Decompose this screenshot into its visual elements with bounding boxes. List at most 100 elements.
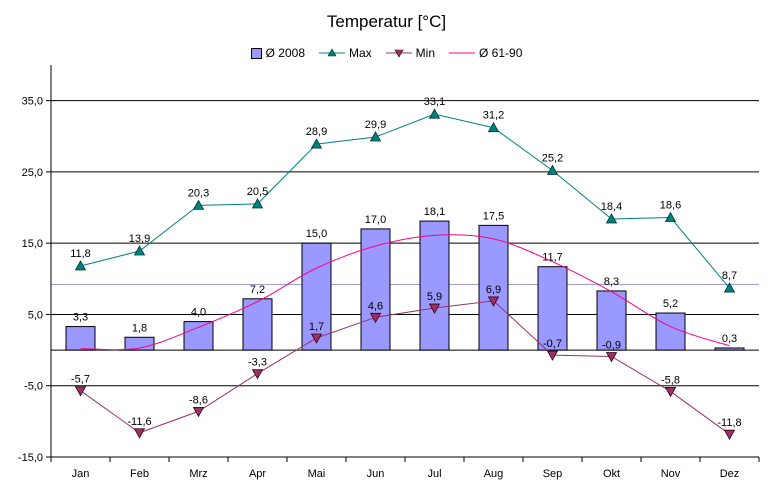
bar-data-label: 18,1	[424, 206, 445, 218]
bar-avg-2008	[655, 312, 686, 351]
bar-data-label: 4,0	[191, 307, 206, 319]
max-data-label: 18,6	[660, 200, 681, 212]
x-category-label: Jan	[72, 468, 90, 480]
legend-entry-max: Max	[319, 46, 372, 60]
marker-max	[310, 138, 323, 149]
y-tick-label: -15,0	[18, 452, 43, 464]
max-data-label: 33,1	[424, 96, 445, 108]
bar-avg-2008	[242, 298, 273, 351]
marker-max	[723, 282, 736, 293]
min-data-label: -8,6	[189, 394, 208, 406]
max-data-label: 20,5	[247, 186, 268, 198]
line-avg-61-90	[80, 234, 730, 351]
marker-min	[428, 303, 441, 314]
bar-avg-2008	[714, 347, 745, 351]
legend-label-min: Min	[415, 46, 436, 60]
marker-max	[664, 211, 677, 222]
x-category-label: Mai	[308, 468, 326, 480]
line-max	[80, 113, 730, 289]
marker-min	[251, 369, 264, 380]
marker-min	[723, 429, 736, 441]
legend-label-avg-2008: Ø 2008	[265, 46, 305, 60]
legend-swatch-bar	[250, 47, 262, 59]
marker-min	[74, 386, 87, 397]
line-min	[80, 300, 730, 435]
marker-min	[369, 312, 382, 324]
marker-min	[133, 428, 146, 439]
marker-max	[133, 245, 146, 256]
min-data-label: -0,7	[543, 338, 562, 350]
max-data-label: 28,9	[306, 126, 327, 138]
min-data-label: 5,9	[427, 291, 442, 303]
marker-min	[487, 296, 500, 307]
marker-min	[546, 350, 559, 361]
bar-data-label: 1,8	[132, 322, 147, 334]
x-category-label: Sep	[543, 468, 563, 480]
min-data-label: -11,8	[717, 417, 741, 429]
x-category-label: Jun	[367, 468, 385, 480]
bar-data-label: 3,3	[73, 312, 88, 324]
legend-swatch-min	[385, 49, 412, 58]
min-data-label: -5,8	[661, 374, 680, 386]
x-category-label: Nov	[661, 468, 681, 480]
bar-data-label: 15,0	[306, 228, 327, 240]
bar-data-label: 5,2	[663, 298, 678, 310]
legend-label-max: Max	[349, 46, 372, 60]
bar-data-label: 17,5	[483, 210, 504, 222]
bar-data-label: 0,3	[722, 333, 737, 345]
y-tick-label: 15,0	[22, 238, 43, 250]
bar-avg-2008	[301, 242, 332, 351]
marker-max	[192, 199, 205, 210]
chart-title: Temperatur [°C]	[326, 12, 447, 31]
legend-label-avg-61-90: Ø 61-90	[479, 46, 523, 60]
y-tick-label: -5,0	[24, 381, 43, 393]
x-category-label: Apr	[249, 468, 266, 480]
bar-data-label: 7,2	[250, 284, 265, 296]
marker-max	[487, 121, 500, 133]
x-category-label: Jul	[427, 468, 441, 480]
max-data-label: 20,3	[188, 187, 209, 199]
min-data-label: 4,6	[368, 300, 383, 312]
bar-avg-2008	[65, 326, 96, 351]
bar-data-label: 8,3	[604, 276, 619, 288]
y-tick-label: 5,0	[28, 309, 43, 321]
x-category-label: Mrz	[189, 468, 207, 480]
x-category-label: Dez	[720, 468, 740, 480]
bar-avg-2008	[419, 220, 450, 351]
bar-avg-2008	[478, 224, 509, 351]
min-data-label: -0,9	[602, 340, 621, 352]
marker-max	[251, 198, 264, 209]
max-data-label: 25,2	[542, 152, 563, 164]
bar-avg-2008	[596, 290, 627, 351]
legend-swatch-max	[319, 48, 345, 57]
max-data-label: 11,8	[70, 248, 91, 260]
max-data-label: 31,2	[483, 110, 504, 122]
x-category-label: Okt	[603, 468, 620, 480]
bar-avg-2008	[124, 336, 155, 351]
y-tick-label: 35,0	[22, 96, 43, 108]
bar-avg-2008	[360, 228, 391, 351]
min-data-label: -3,3	[248, 357, 267, 369]
legend-swatch-avg-61-90	[449, 52, 476, 54]
marker-min	[605, 352, 618, 363]
min-data-label: 6,9	[486, 284, 501, 296]
marker-max	[428, 108, 441, 119]
min-data-label: 1,7	[309, 321, 324, 333]
marker-min	[192, 406, 205, 418]
marker-max	[605, 213, 618, 224]
max-data-label: 8,7	[722, 270, 737, 282]
y-tick-label: 25,0	[22, 167, 43, 179]
bar-avg-2008	[537, 266, 568, 351]
max-data-label: 13,9	[129, 233, 150, 245]
bar-data-label: 17,0	[365, 214, 386, 226]
marker-max	[369, 131, 382, 142]
bar-data-label: 11,7	[542, 252, 563, 264]
x-category-label: Feb	[130, 468, 149, 480]
min-data-label: -5,7	[71, 374, 90, 386]
min-data-label: -11,6	[127, 416, 151, 428]
marker-max	[74, 260, 87, 271]
marker-min	[310, 333, 323, 344]
legend: Ø 2008 Max Min Ø 61-90	[0, 46, 773, 60]
marker-min	[664, 387, 677, 398]
